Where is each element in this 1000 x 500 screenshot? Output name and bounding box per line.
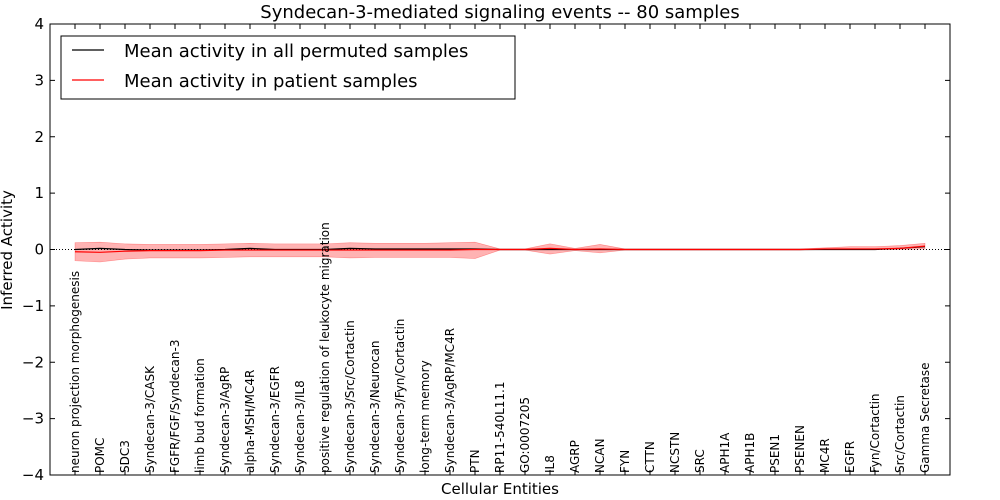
- x-tick-label: PTN: [468, 449, 482, 473]
- x-tick-label: Fyn/Cortactin: [868, 393, 882, 473]
- x-tick-label: GO:0007205: [518, 397, 532, 473]
- legend-label-permuted: Mean activity in all permuted samples: [124, 41, 468, 62]
- legend: Mean activity in all permuted samples Me…: [60, 35, 516, 100]
- x-tick-label: Src/Cortactin: [893, 395, 907, 473]
- patient-mean-line: [74, 245, 926, 253]
- y-axis-label: Inferred Activity: [0, 190, 16, 310]
- y-tick-label: −4: [22, 466, 44, 484]
- x-tick-label: Syndecan-3/EGFR: [268, 366, 282, 473]
- y-tick-label: 1: [34, 184, 44, 202]
- x-tick-label: Syndecan-3/CASK: [143, 365, 157, 473]
- x-axis-label: Cellular Entities: [441, 480, 559, 498]
- y-tick-label: 0: [34, 241, 44, 259]
- y-tick-label: 4: [34, 15, 44, 33]
- x-tick-label: Syndecan-3/AgRP/MC4R: [443, 328, 457, 473]
- x-tick-label: EGFR: [843, 441, 857, 473]
- x-tick-label: Syndecan-3/Fyn/Cortactin: [393, 319, 407, 473]
- x-tick-label: SRC: [693, 449, 707, 473]
- x-tick-label: long-term memory: [418, 360, 432, 473]
- x-tick-label: APH1A: [718, 432, 732, 473]
- x-tick-label: IL8: [543, 455, 557, 473]
- x-tick-label: PSENEN: [793, 425, 807, 473]
- x-tick-label: NCAN: [593, 438, 607, 473]
- x-tick-label: APH1B: [743, 433, 757, 473]
- x-tick-label: CTTN: [643, 441, 657, 473]
- x-tick-label: Syndecan-3/Src/Cortactin: [343, 320, 357, 473]
- y-tick-label: −3: [22, 410, 44, 428]
- patient-spread-band: [74, 241, 926, 263]
- x-tick-label: AGRP: [568, 440, 582, 473]
- y-tick-label: −1: [22, 297, 44, 315]
- x-tick-label: RP11-540L11.1: [493, 382, 507, 473]
- x-tick-label: Syndecan-3/AgRP: [218, 367, 232, 473]
- x-tick-label: MC4R: [818, 438, 832, 473]
- x-tick-label: positive regulation of leukocyte migrati…: [318, 222, 332, 473]
- x-tick-label: FYN: [618, 450, 632, 473]
- x-tick-layer: neuron projection morphogenesis POMC SDC3 S…: [68, 24, 932, 475]
- legend-box: [60, 35, 516, 100]
- y-tick-label: 2: [34, 128, 44, 146]
- y-tick-label: 3: [34, 71, 44, 89]
- x-tick-label: alpha-MSH/MC4R: [243, 370, 257, 473]
- x-tick-label: SDC3: [118, 440, 132, 473]
- legend-label-patient: Mean activity in patient samples: [124, 71, 418, 92]
- x-tick-label: neuron projection morphogenesis: [68, 271, 82, 473]
- chart-title: Syndecan-3-mediated signaling events -- …: [260, 2, 739, 23]
- y-tick-label: −2: [22, 353, 44, 371]
- x-tick-label: FGFR/FGF/Syndecan-3: [168, 340, 182, 473]
- x-tick-label: Syndecan-3/Neurocan: [368, 341, 382, 473]
- y-tick-layer: 4 3 2 1 0 −1 −2 −3 −4: [22, 15, 950, 484]
- x-tick-label: POMC: [93, 438, 107, 473]
- x-tick-label: Syndecan-3/IL8: [293, 380, 307, 473]
- x-tick-label: PSEN1: [768, 434, 782, 473]
- band-layer: [74, 241, 926, 263]
- lines-layer: [50, 245, 950, 253]
- x-tick-label: NCSTN: [668, 432, 682, 473]
- x-tick-label: Gamma Secretase: [918, 362, 932, 473]
- x-tick-label: limb bud formation: [193, 358, 207, 473]
